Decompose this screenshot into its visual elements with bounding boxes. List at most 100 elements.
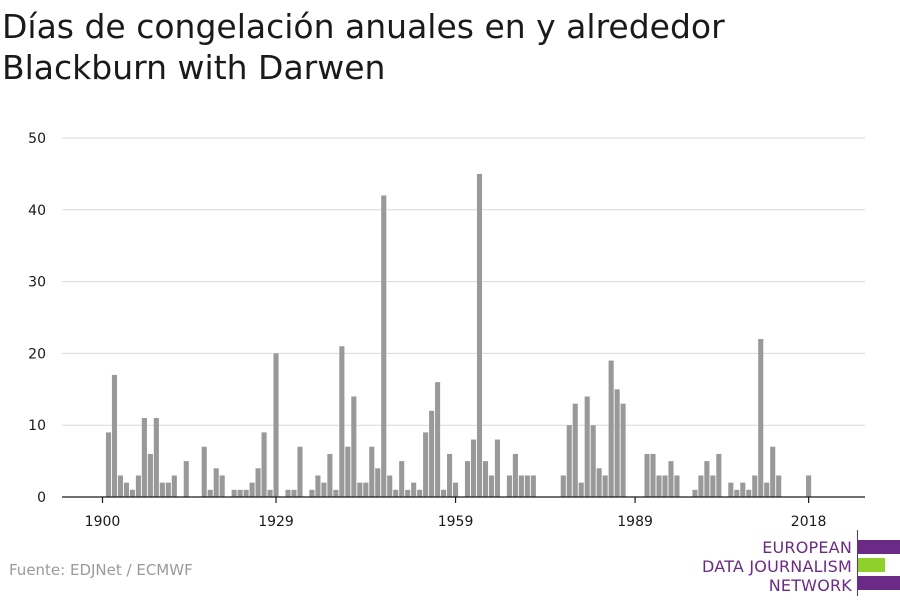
bar-1958 <box>447 453 453 497</box>
bars <box>105 173 812 497</box>
bar-2006 <box>734 489 740 497</box>
bar-1972 <box>530 475 536 497</box>
title-line-1: Días de congelación anuales en y alreded… <box>2 7 725 46</box>
bar-1928 <box>267 489 273 497</box>
y-tick-label: 50 <box>28 131 46 147</box>
bar-1991 <box>644 453 650 497</box>
x-tick-label: 1900 <box>85 514 121 530</box>
bar-1919 <box>213 468 219 497</box>
bar-1925 <box>249 482 255 497</box>
bar-1912 <box>171 475 177 497</box>
bar-1941 <box>345 446 351 497</box>
bar-1994 <box>662 475 668 497</box>
logo-bar-2 <box>858 558 885 572</box>
bar-1935 <box>309 489 315 497</box>
bar-1911 <box>165 482 171 497</box>
bar-1981 <box>584 396 590 497</box>
logo-line-1: EUROPEAN <box>762 538 852 557</box>
bar-1979 <box>572 403 578 497</box>
title-line-2: Blackburn with Darwen <box>2 48 386 87</box>
bar-1995 <box>668 461 674 497</box>
bar-1963 <box>476 173 483 497</box>
bar-1924 <box>243 489 249 497</box>
bar-2005 <box>728 482 734 497</box>
bar-1910 <box>159 482 165 497</box>
bar-1959 <box>453 482 459 497</box>
x-tick-label: 1929 <box>258 514 294 530</box>
x-tick-label: 1959 <box>438 514 474 530</box>
y-tick-label: 0 <box>37 490 46 506</box>
bar-1922 <box>231 489 237 497</box>
bar-2000 <box>698 475 704 497</box>
bar-1920 <box>219 475 225 497</box>
bar-2009 <box>752 475 758 497</box>
bar-1940 <box>339 346 345 497</box>
bar-1968 <box>506 475 512 497</box>
bar-1957 <box>441 489 447 497</box>
bar-1902 <box>111 374 118 497</box>
source-note: Fuente: EDJNet / ECMWF <box>9 561 193 579</box>
bar-1952 <box>411 482 417 497</box>
bar-1965 <box>488 475 495 497</box>
bar-1964 <box>482 461 489 497</box>
bar-2011 <box>764 482 770 497</box>
bar-1923 <box>237 489 243 497</box>
chart-title: Días de congelación anuales en y alreded… <box>2 6 882 88</box>
y-tick-label: 40 <box>28 203 46 219</box>
bar-2013 <box>776 475 782 497</box>
bar-1987 <box>620 403 626 497</box>
bar-1969 <box>512 453 518 497</box>
bar-1949 <box>393 489 399 497</box>
bar-1971 <box>524 475 530 497</box>
bar-2002 <box>710 475 716 497</box>
bar-1955 <box>429 410 435 497</box>
bar-1986 <box>614 389 620 497</box>
edjnet-logo: EUROPEAN DATA JOURNALISM NETWORK <box>700 530 900 600</box>
bar-1947 <box>381 195 387 497</box>
bar-1926 <box>255 468 261 497</box>
bar-2007 <box>740 482 746 497</box>
bar-1999 <box>692 489 698 497</box>
bar-1980 <box>578 482 584 497</box>
bar-1918 <box>207 489 213 497</box>
logo-line-3: NETWORK <box>768 576 852 595</box>
bar-1933 <box>297 446 303 497</box>
logo-bar-3 <box>858 576 900 590</box>
bar-2010 <box>758 339 764 497</box>
x-tick-label: 1989 <box>617 514 653 530</box>
bar-1942 <box>351 396 357 497</box>
bar-1966 <box>494 439 500 497</box>
bar-1970 <box>518 475 524 497</box>
y-tick-label: 20 <box>28 346 46 362</box>
bar-1953 <box>417 489 423 497</box>
logo-line-2: DATA JOURNALISM <box>702 557 852 576</box>
bar-1927 <box>261 432 267 497</box>
bar-1904 <box>123 482 129 497</box>
bar-1984 <box>602 475 608 497</box>
bar-1943 <box>357 482 363 497</box>
y-tick-label: 30 <box>28 275 46 291</box>
bar-1951 <box>405 489 411 497</box>
bar-1909 <box>153 418 159 497</box>
bar-1901 <box>105 432 112 497</box>
logo-bar-1 <box>858 540 900 554</box>
bar-1932 <box>291 489 297 497</box>
bar-1977 <box>560 475 566 497</box>
bar-1937 <box>321 482 327 497</box>
gridlines <box>62 137 865 426</box>
bar-1948 <box>387 475 393 497</box>
logo-separator <box>857 530 858 596</box>
y-axis-tick-labels: 0 10 20 30 40 50 <box>28 131 46 506</box>
bar-1992 <box>650 453 656 497</box>
bar-1982 <box>590 425 596 497</box>
x-axis-ticks: 1900 1929 1959 1989 2018 <box>85 497 827 530</box>
bar-1908 <box>147 453 153 497</box>
bar-1931 <box>285 489 291 497</box>
bar-1950 <box>399 461 405 497</box>
bar-2003 <box>716 453 722 497</box>
bar-1936 <box>315 475 321 497</box>
bar-1956 <box>435 382 441 497</box>
x-tick-label: 2018 <box>791 514 827 530</box>
bar-1907 <box>141 418 147 497</box>
